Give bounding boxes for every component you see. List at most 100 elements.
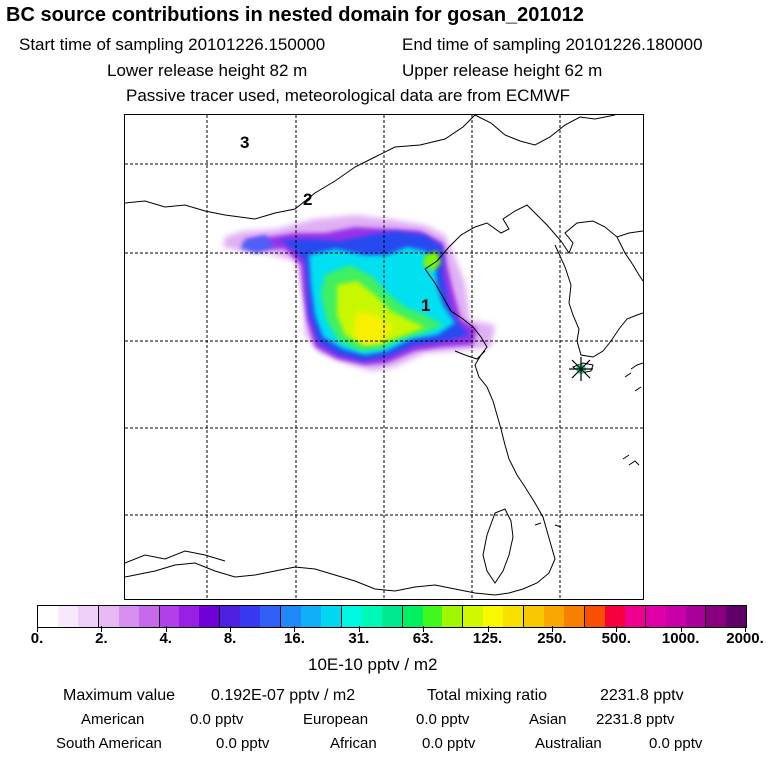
colorbar-swatch — [361, 606, 382, 627]
lower-release-text: Lower release height 82 m — [107, 61, 308, 80]
colorbar-swatch — [685, 606, 707, 627]
colorbar-tick-label: 63. — [412, 630, 434, 647]
contrib-name-european: European — [303, 711, 369, 728]
contrib-value-american: 0.0 pptv — [190, 711, 244, 728]
total-mixing-label: Total mixing ratio — [427, 687, 548, 704]
colorbar-tick — [358, 626, 360, 632]
colorbar-tick-label: 500. — [601, 630, 631, 647]
contrib-name-south-american: South American — [56, 735, 162, 752]
total-mixing-value: 2231.8 pptv — [600, 687, 684, 704]
colorbar-tick-label: 250. — [537, 630, 567, 647]
colorbar-swatch — [402, 606, 423, 627]
colorbar-swatch — [665, 606, 686, 627]
region-label-1: 1 — [421, 296, 430, 315]
colorbar-tick — [294, 626, 296, 632]
contrib-value-european: 0.0 pptv — [416, 711, 470, 728]
colorbar-tick — [37, 626, 38, 632]
colorbar-unit: 10E-10 pptv / m2 — [308, 655, 438, 674]
colorbar-swatch — [381, 606, 403, 627]
colorbar-tick — [487, 626, 489, 632]
figure-title: BC source contributions in nested domain… — [6, 4, 584, 26]
colorbar-swatch — [544, 606, 564, 627]
end-time-text: End time of sampling 20101226.180000 — [402, 35, 703, 54]
plume-layer — [223, 215, 495, 371]
tracer-note-text: Passive tracer used, meteorological data… — [126, 86, 571, 105]
colorbar-swatch — [483, 606, 504, 627]
colorbar-tick — [616, 626, 618, 632]
colorbar — [37, 605, 747, 628]
inland-border — [125, 550, 226, 564]
contrib-value-australian: 0.0 pptv — [649, 735, 703, 752]
korea-west — [554, 244, 643, 358]
colorbar-swatch — [624, 606, 646, 627]
colorbar-swatch — [57, 606, 78, 627]
colorbar-swatch — [584, 606, 605, 627]
colorbar-swatch — [645, 606, 666, 627]
upper-release-text: Upper release height 62 m — [402, 61, 603, 80]
star-ray-4 — [571, 359, 591, 379]
colorbar-swatch — [442, 606, 464, 627]
taiwan — [482, 508, 514, 584]
map-canvas: 3 2 1 — [125, 115, 643, 599]
map-panel: 3 2 1 — [124, 114, 644, 600]
colorbar-tick-label: 8. — [223, 630, 237, 647]
korea-east — [616, 236, 643, 282]
colorbar-tick — [551, 626, 553, 632]
colorbar-swatch — [706, 606, 727, 627]
colorbar-swatch — [524, 606, 545, 627]
colorbar-swatch — [240, 606, 261, 627]
plume-small-east — [423, 251, 441, 271]
colorbar-tick — [745, 626, 746, 632]
colorbar-swatch — [98, 606, 119, 627]
contrib-value-african: 0.0 pptv — [422, 735, 476, 752]
colorbar-tick-label: 2. — [95, 630, 108, 647]
colorbar-tick-label: 125. — [472, 630, 503, 647]
colorbar-swatch — [220, 606, 241, 627]
plume-west-lobe — [241, 235, 275, 253]
colorbar-tick-label: 4. — [159, 630, 172, 647]
colorbar-swatch — [260, 606, 282, 627]
colorbar-tick-label: 31. — [348, 630, 370, 647]
colorbar-swatch — [159, 606, 180, 627]
colorbar-swatch — [138, 606, 160, 627]
colorbar-swatch — [281, 606, 301, 627]
colorbar-tick — [165, 626, 167, 632]
colorbar-tick — [423, 626, 425, 632]
colorbar-tick-label: 2000. — [726, 630, 764, 647]
max-value-label: Maximum value — [63, 687, 176, 704]
colorbar-swatch — [199, 606, 221, 627]
inland-border-2 — [454, 350, 486, 360]
colorbar-swatch — [463, 606, 484, 627]
grid-lines — [125, 115, 643, 599]
start-time-text: Start time of sampling 20101226.150000 — [19, 35, 326, 54]
colorbar-swatch — [422, 606, 443, 627]
contrib-name-australian: Australian — [535, 735, 602, 752]
contrib-name-american: American — [81, 711, 145, 728]
max-value: 0.192E-07 pptv / m2 — [211, 687, 356, 704]
plume-yellow — [353, 311, 393, 345]
contrib-value-asian: 2231.8 pptv — [596, 711, 675, 728]
coastline-china — [424, 204, 643, 270]
colorbar-tick — [680, 626, 682, 632]
colorbar-tick — [230, 626, 232, 632]
colorbar-swatch — [726, 606, 747, 627]
coastline-northeast — [474, 115, 616, 146]
colorbar-tick — [101, 626, 103, 632]
colorbar-tick-label: 16. — [284, 630, 305, 647]
colorbar-tick-label: 0. — [30, 630, 44, 647]
colorbar-swatch — [38, 606, 58, 627]
contrib-value-south-american: 0.0 pptv — [216, 735, 270, 752]
colorbar-swatch — [563, 606, 585, 627]
colorbar-swatch — [300, 606, 321, 627]
colorbar-swatch — [77, 606, 99, 627]
colorbar-swatch — [341, 606, 362, 627]
colorbar-swatch — [118, 606, 139, 627]
colorbar-tick-label: 1000. — [661, 630, 700, 647]
region-label-3: 3 — [240, 133, 249, 152]
japan-islands — [534, 362, 643, 528]
coastline-north — [125, 115, 476, 220]
receptor-star-icon — [569, 357, 593, 381]
colorbar-swatch — [320, 606, 342, 627]
colorbar-swatch — [179, 606, 200, 627]
colorbar-swatch — [503, 606, 525, 627]
